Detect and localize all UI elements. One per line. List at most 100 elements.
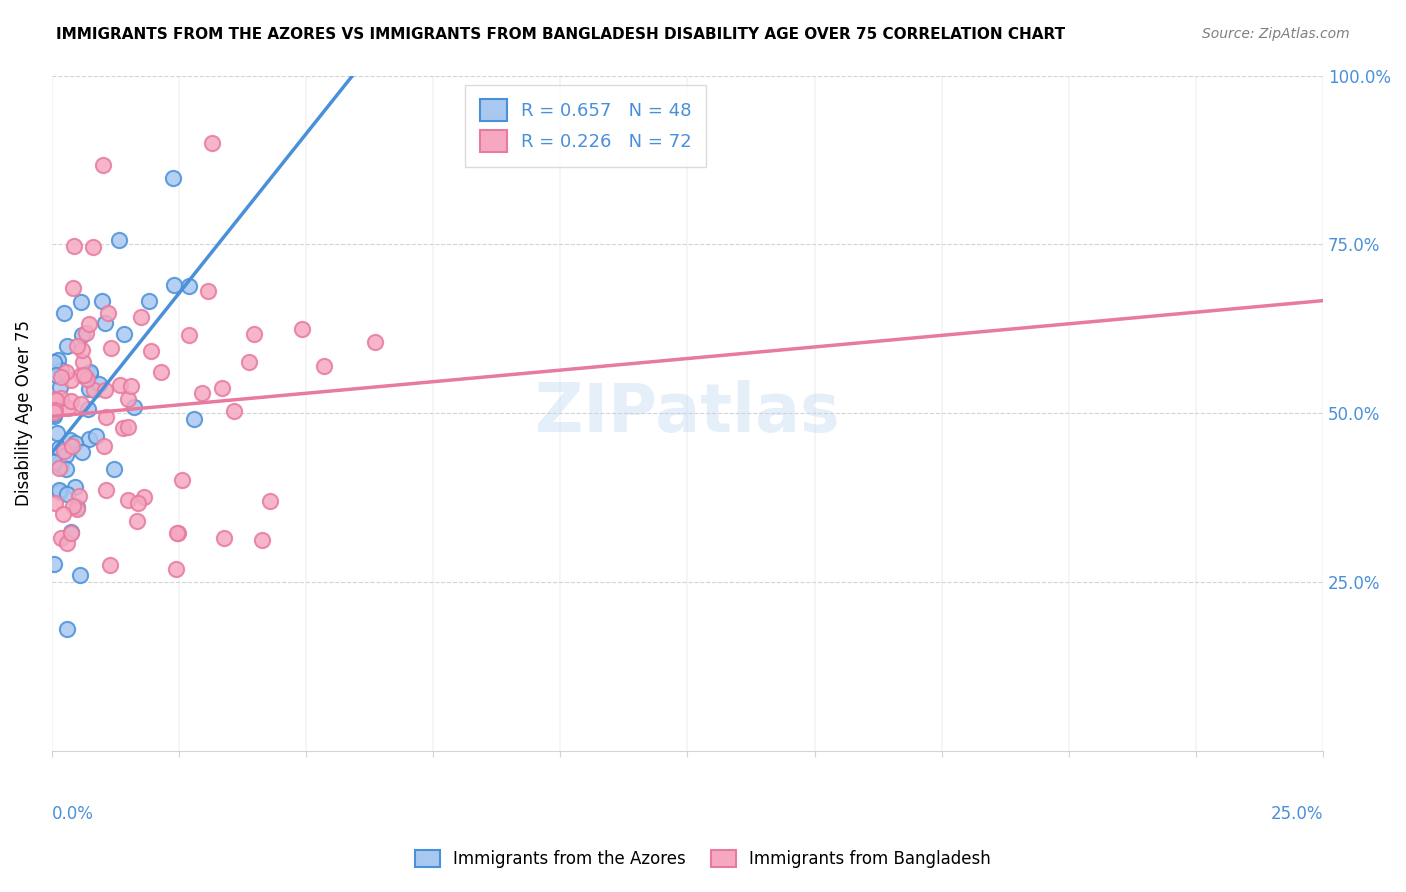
Point (177, 278, 200, 293)
Point (44, 409, 66, 423)
Point (91, 158, 114, 172)
Point (60, 394, 83, 409)
Point (84, 429, 107, 443)
Point (63, 238, 86, 252)
Point (108, 233, 131, 247)
Point (44, 407, 66, 421)
Point (77, 433, 100, 447)
Point (96, 305, 118, 319)
Point (44, 557, 66, 571)
Point (96, 483, 118, 497)
Point (77, 317, 100, 331)
Point (138, 294, 160, 309)
Point (65, 500, 87, 514)
Point (46, 353, 69, 368)
Point (179, 327, 201, 342)
Point (65, 435, 87, 450)
Point (45, 392, 67, 407)
Point (48, 483, 70, 497)
Text: IMMIGRANTS FROM THE AZORES VS IMMIGRANTS FROM BANGLADESH DISABILITY AGE OVER 75 : IMMIGRANTS FROM THE AZORES VS IMMIGRANTS… (56, 27, 1066, 42)
Point (49, 363, 72, 377)
Point (94, 316, 117, 330)
Point (291, 322, 314, 336)
Point (364, 334, 387, 349)
Point (112, 421, 135, 435)
Y-axis label: Disability Age Over 75: Disability Age Over 75 (15, 320, 32, 506)
Point (44, 496, 66, 510)
Point (120, 379, 142, 393)
Point (103, 462, 125, 476)
Point (62, 439, 84, 453)
Point (96, 409, 118, 424)
Point (166, 525, 188, 540)
Point (162, 170, 184, 185)
Point (183, 412, 205, 426)
Point (56, 536, 79, 550)
Point (59, 373, 82, 387)
Point (70, 343, 93, 357)
Point (93, 438, 115, 452)
Point (131, 310, 153, 324)
Point (312, 359, 335, 373)
Point (70, 368, 93, 382)
Point (243, 326, 266, 341)
Point (201, 136, 224, 150)
Point (139, 344, 162, 359)
Point (82, 240, 104, 254)
Point (44, 405, 66, 419)
Point (211, 381, 233, 395)
Point (170, 474, 193, 488)
Point (259, 494, 281, 508)
Point (75, 326, 97, 340)
Point (79, 365, 101, 379)
Point (77, 402, 100, 417)
Point (55, 462, 77, 476)
Point (125, 514, 148, 528)
Point (51, 459, 73, 474)
Point (55, 622, 77, 636)
Point (98, 558, 121, 572)
Point (127, 496, 149, 510)
Text: 0.0%: 0.0% (52, 805, 94, 822)
Point (48, 456, 70, 470)
Point (44, 454, 66, 468)
Point (48, 461, 70, 475)
Point (44, 392, 66, 406)
Point (83, 384, 105, 398)
Point (62, 280, 84, 294)
Point (165, 561, 187, 575)
Point (44, 355, 66, 369)
Point (56, 487, 79, 501)
Point (122, 401, 145, 415)
Point (79, 367, 101, 381)
Point (94, 383, 117, 397)
Point (69, 567, 91, 582)
Point (49, 391, 72, 405)
Point (52, 305, 75, 319)
Point (238, 355, 260, 369)
Point (66, 501, 89, 516)
Point (46, 425, 69, 440)
Point (150, 365, 173, 379)
Point (108, 377, 131, 392)
Point (112, 326, 135, 341)
Point (100, 341, 122, 355)
Point (62, 499, 84, 513)
Point (72, 355, 94, 369)
Point (70, 397, 93, 411)
Point (117, 420, 139, 434)
Point (55, 338, 77, 352)
Point (48, 441, 70, 455)
Point (55, 365, 77, 379)
Point (76, 372, 98, 386)
Point (60, 526, 83, 541)
Point (214, 531, 236, 545)
Point (45, 368, 67, 383)
Point (51, 532, 73, 546)
Point (117, 493, 139, 508)
Point (70, 328, 93, 343)
Point (134, 490, 156, 504)
Point (87, 376, 110, 391)
Text: ZIPatlas: ZIPatlas (536, 380, 839, 446)
Point (70, 444, 93, 458)
